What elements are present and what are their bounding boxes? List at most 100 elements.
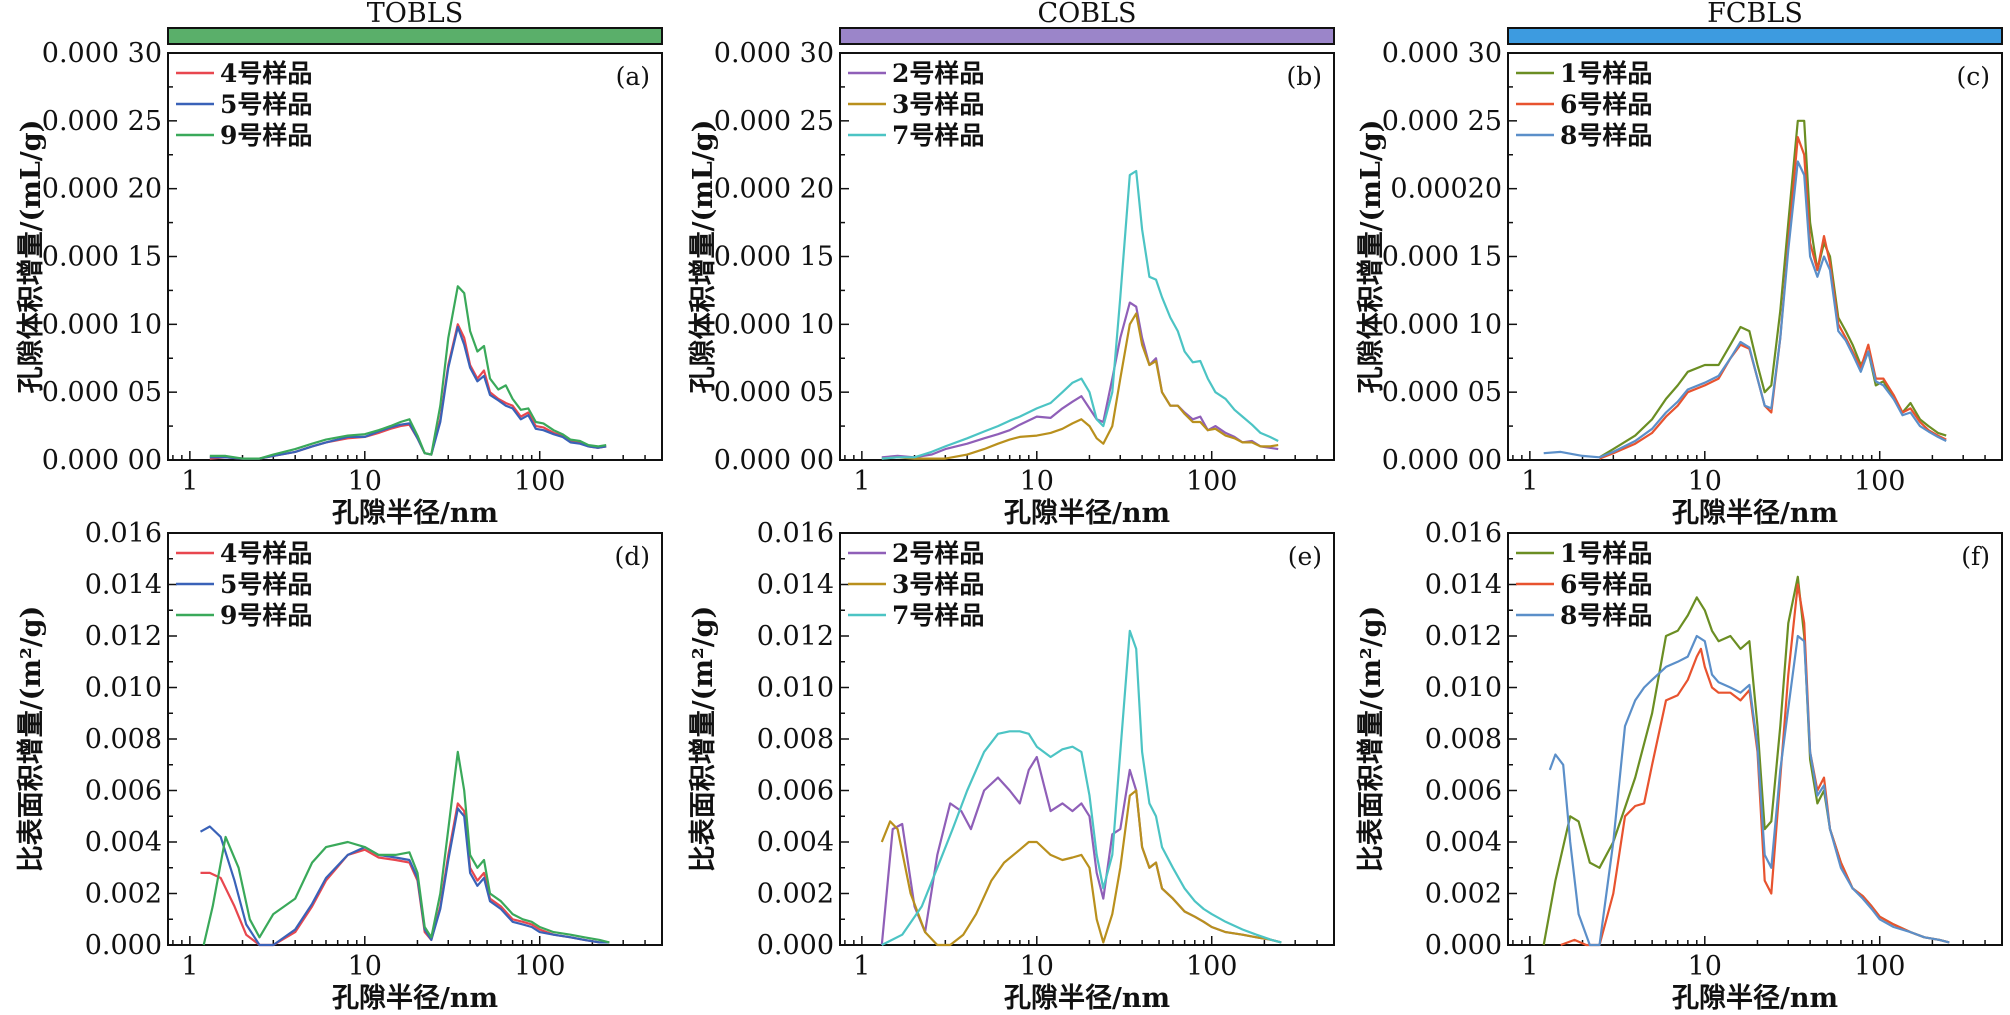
group-banner-tobls: TOBLS xyxy=(167,0,663,45)
series-line-2 xyxy=(1560,583,1950,947)
series-line-1 xyxy=(200,802,610,947)
legend-label: 4号样品 xyxy=(220,59,312,88)
y-tick-label: 0.000 xyxy=(1425,930,1502,961)
x-tick-label: 10 xyxy=(348,951,382,982)
panel-tag: (f) xyxy=(1961,542,1990,571)
x-tick-label: 1 xyxy=(853,466,870,497)
y-tick-label: 0.000 10 xyxy=(42,309,162,340)
y-axis-title: 孔隙体积增量/(mL/g) xyxy=(687,120,719,394)
y-axis: 0.000 00 0.000 05 0.000 10 0.000 15 0.000 20… xyxy=(15,38,177,476)
y-tick-label: 0.014 xyxy=(1425,570,1502,601)
y-tick-label: 0.000 30 xyxy=(1382,38,1502,69)
x-axis-title: 孔隙半径/nm xyxy=(332,498,498,529)
panel-tag: (c) xyxy=(1956,62,1990,91)
y-tick-label: 0.004 xyxy=(85,827,162,858)
legend-label: 8号样品 xyxy=(1560,121,1652,150)
y-tick-label: 0.000 20 xyxy=(714,174,834,205)
y-tick-label: 0.000 20 xyxy=(42,174,162,205)
y-tick-label: 0.000 05 xyxy=(42,377,162,408)
x-axis: 1 10 100 孔隙半径/nm xyxy=(172,451,663,529)
panel-tag: (a) xyxy=(616,62,650,91)
y-tick-label: 0.002 xyxy=(757,879,834,910)
panel-tag: (e) xyxy=(1288,542,1322,571)
y-axis: 0.000 00 0.000 05 0.000 10 0.000 15 0.00020 0… xyxy=(1355,38,1517,476)
series-line-1 xyxy=(209,323,607,460)
x-axis-title: 孔隙半径/nm xyxy=(1004,498,1170,529)
y-tick-label: 0.012 xyxy=(757,621,834,652)
x-axis: 1 10 100 孔隙半径/nm xyxy=(844,936,1335,1014)
group-title: COBLS xyxy=(1037,0,1136,29)
legend-label: 2号样品 xyxy=(892,539,984,568)
legend-label: 9号样品 xyxy=(220,601,312,630)
group-banners: TOBLS COBLS FCBLS xyxy=(167,0,2003,45)
y-tick-label: 0.006 xyxy=(85,776,162,807)
legend-label: 5号样品 xyxy=(220,90,312,119)
y-tick-label: 0.008 xyxy=(757,724,834,755)
y-tick-label: 0.000 10 xyxy=(714,309,834,340)
y-tick-label: 0.000 25 xyxy=(42,106,162,137)
legend-label: 1号样品 xyxy=(1560,539,1652,568)
y-axis-title: 比表面积增量/(m²/g) xyxy=(15,606,47,873)
series-line-3 xyxy=(209,285,607,460)
chart-panel-d: 1 10 100孔隙半径/nm0.0000.0020.0040.0060.0080.… xyxy=(15,518,663,1014)
series-lines xyxy=(1542,575,1950,947)
y-tick-label: 0.012 xyxy=(1425,621,1502,652)
series-line-2 xyxy=(880,789,1282,947)
x-axis: 1 10 100 孔隙半径/nm xyxy=(1512,936,2003,1014)
x-tick-label: 10 xyxy=(1688,951,1722,982)
x-tick-label: 100 xyxy=(1854,466,1906,497)
y-tick-label: 0.006 xyxy=(1425,776,1502,807)
y-tick-label: 0.014 xyxy=(85,570,162,601)
x-axis: 1 10 100 孔隙半径/nm xyxy=(172,936,663,1014)
x-tick-label: 10 xyxy=(1020,466,1054,497)
y-tick-label: 0.008 xyxy=(1425,724,1502,755)
x-tick-label: 1 xyxy=(181,951,198,982)
x-tick-label: 100 xyxy=(514,466,566,497)
x-tick-label: 1 xyxy=(853,951,870,982)
y-tick-label: 0.000 00 xyxy=(1382,445,1502,476)
x-tick-label: 10 xyxy=(1688,466,1722,497)
y-axis: 0.000 0.002 0.004 0.006 0.008 0.010 0.012 0.014… xyxy=(15,518,177,961)
y-tick-label: 0.000 25 xyxy=(1382,106,1502,137)
series-lines xyxy=(880,629,1282,947)
y-axis-title: 孔隙体积增量/(mL/g) xyxy=(15,120,47,394)
y-tick-label: 0.016 xyxy=(1425,518,1502,549)
series-line-1 xyxy=(1542,575,1950,946)
y-axis: 0.000 00 0.000 05 0.000 10 0.000 15 0.000 20… xyxy=(687,38,849,476)
y-tick-label: 0.016 xyxy=(757,518,834,549)
series-lines xyxy=(1543,119,1947,460)
x-tick-label: 100 xyxy=(1186,951,1238,982)
x-tick-label: 1 xyxy=(181,466,198,497)
group-title: FCBLS xyxy=(1707,0,1803,29)
panel-tag: (b) xyxy=(1286,62,1322,91)
series-line-2 xyxy=(209,325,607,460)
group-banner-cobls: COBLS xyxy=(839,0,1335,45)
series-line-2 xyxy=(199,807,610,947)
y-tick-label: 0.000 30 xyxy=(714,38,834,69)
legend-label: 3号样品 xyxy=(892,570,984,599)
group-banner-bar xyxy=(839,27,1335,45)
y-tick-label: 0.016 xyxy=(85,518,162,549)
y-tick-label: 0.000 00 xyxy=(42,445,162,476)
y-tick-label: 0.000 15 xyxy=(42,242,162,273)
x-tick-label: 10 xyxy=(1020,951,1054,982)
group-banner-bar xyxy=(167,27,663,45)
group-title: TOBLS xyxy=(367,0,463,29)
legend-label: 1号样品 xyxy=(1560,59,1652,88)
y-tick-label: 0.000 05 xyxy=(1382,377,1502,408)
x-axis: 1 10 100 孔隙半径/nm xyxy=(1512,451,2003,529)
legend-label: 9号样品 xyxy=(220,121,312,150)
y-tick-label: 0.004 xyxy=(757,827,834,858)
series-line-3 xyxy=(202,750,610,946)
y-axis: 0.000 0.002 0.004 0.006 0.008 0.010 0.012 0.014… xyxy=(687,518,849,961)
series-line-2 xyxy=(1599,136,1947,460)
y-tick-label: 0.00020 xyxy=(1390,174,1502,205)
x-tick-label: 100 xyxy=(1854,951,1906,982)
x-axis-title: 孔隙半径/nm xyxy=(332,983,498,1014)
